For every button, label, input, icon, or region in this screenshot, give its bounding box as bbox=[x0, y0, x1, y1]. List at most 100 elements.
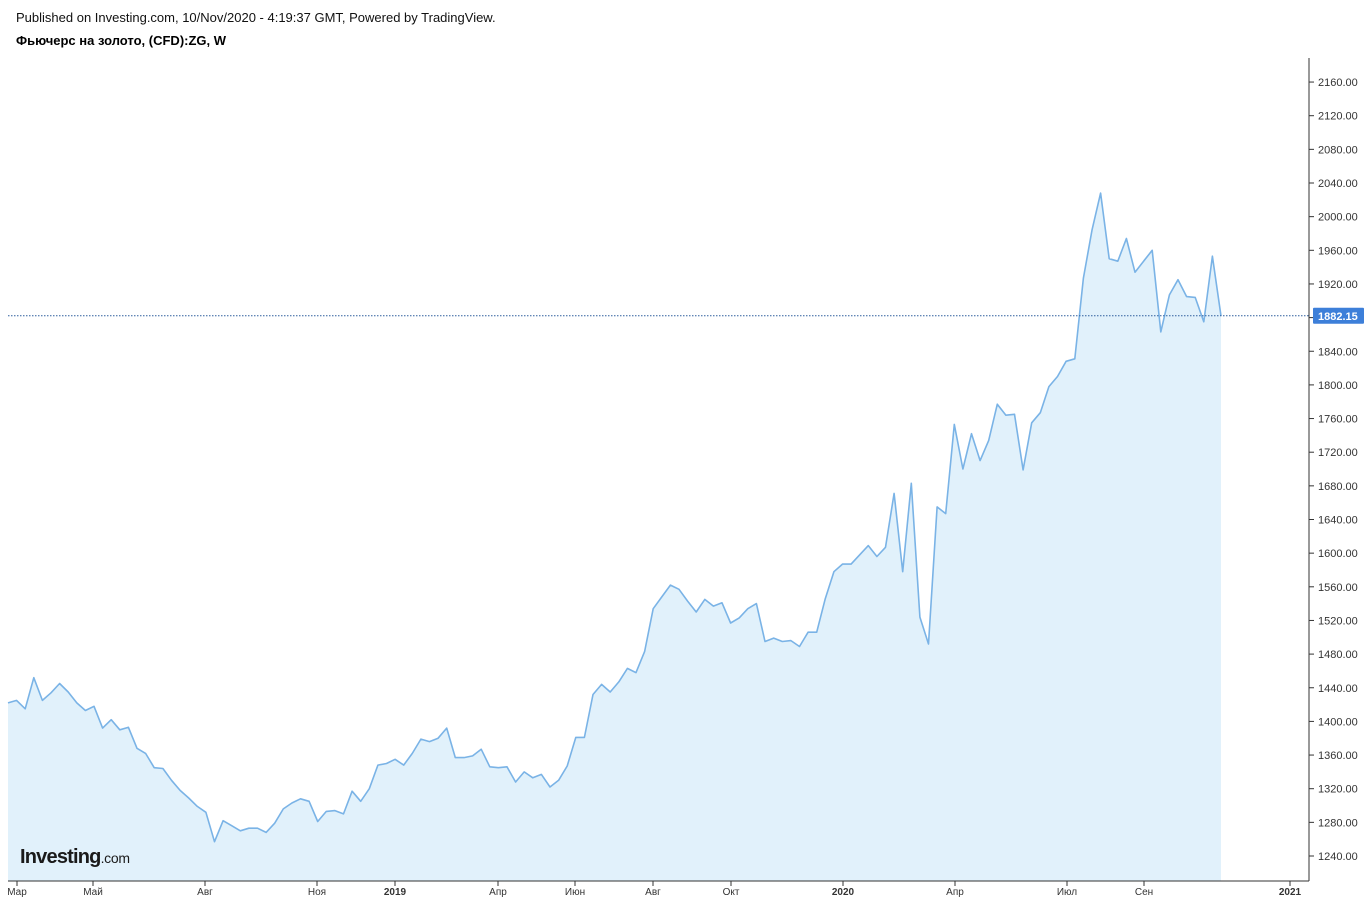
data-point bbox=[987, 439, 990, 442]
data-point bbox=[893, 492, 896, 495]
data-point bbox=[1030, 421, 1033, 424]
x-tick-label: Мар bbox=[7, 887, 27, 898]
data-point bbox=[58, 682, 61, 685]
data-point bbox=[471, 754, 474, 757]
data-point bbox=[592, 693, 595, 696]
data-point bbox=[333, 809, 336, 812]
data-point bbox=[93, 705, 96, 708]
data-point bbox=[549, 786, 552, 789]
data-point bbox=[376, 764, 379, 767]
data-point bbox=[282, 807, 285, 810]
y-tick-label: 1280.00 bbox=[1318, 817, 1358, 829]
data-point bbox=[454, 756, 457, 759]
x-tick-label: Апр bbox=[946, 887, 964, 898]
data-point bbox=[402, 764, 405, 767]
data-point bbox=[1177, 278, 1180, 281]
data-point bbox=[712, 605, 715, 608]
data-point bbox=[342, 812, 345, 815]
y-tick-label: 1560.00 bbox=[1318, 582, 1358, 594]
data-point bbox=[247, 827, 250, 830]
data-point bbox=[875, 555, 878, 558]
data-point bbox=[944, 512, 947, 515]
data-point bbox=[867, 544, 870, 547]
x-tick-label: 2019 bbox=[384, 887, 407, 898]
data-point bbox=[652, 607, 655, 610]
data-point bbox=[686, 600, 689, 603]
data-point bbox=[1202, 320, 1205, 323]
x-tick-label: Авг bbox=[645, 887, 661, 898]
data-point bbox=[755, 602, 758, 605]
data-point bbox=[746, 607, 749, 610]
y-tick-label: 1360.00 bbox=[1318, 750, 1358, 762]
last-price-label: 1882.15 bbox=[1318, 311, 1358, 323]
data-point bbox=[979, 459, 982, 462]
y-tick-label: 1320.00 bbox=[1318, 784, 1358, 796]
data-point bbox=[609, 691, 612, 694]
data-point bbox=[170, 779, 173, 782]
data-point bbox=[118, 728, 121, 731]
data-point bbox=[832, 570, 835, 573]
x-tick-label: Окт bbox=[723, 887, 740, 898]
y-tick-label: 1720.00 bbox=[1318, 447, 1358, 459]
data-point bbox=[772, 637, 775, 640]
data-point bbox=[729, 622, 732, 625]
data-point bbox=[204, 811, 207, 814]
investing-logo: Investing.com bbox=[20, 846, 130, 869]
data-point bbox=[1168, 293, 1171, 296]
y-tick-label: 1240.00 bbox=[1318, 851, 1358, 863]
data-point bbox=[411, 752, 414, 755]
y-tick-label: 1520.00 bbox=[1318, 615, 1358, 627]
data-point bbox=[850, 563, 853, 566]
data-point bbox=[600, 683, 603, 686]
data-point bbox=[230, 824, 233, 827]
logo-suffix: .com bbox=[100, 850, 130, 866]
data-point bbox=[256, 827, 259, 830]
data-point bbox=[1142, 260, 1145, 263]
data-point bbox=[824, 597, 827, 600]
data-point bbox=[557, 779, 560, 782]
y-tick-label: 2040.00 bbox=[1318, 178, 1358, 190]
data-point bbox=[437, 737, 440, 740]
data-point bbox=[1211, 255, 1214, 258]
data-point bbox=[531, 776, 534, 779]
published-note: Published on Investing.com, 10/Nov/2020 … bbox=[16, 10, 496, 25]
data-point bbox=[643, 650, 646, 653]
data-point bbox=[669, 584, 672, 587]
data-point bbox=[445, 727, 448, 730]
data-point bbox=[222, 819, 225, 822]
data-point bbox=[1091, 229, 1094, 232]
y-tick-label: 1800.00 bbox=[1318, 380, 1358, 392]
data-point bbox=[1159, 330, 1162, 333]
data-point bbox=[936, 505, 939, 508]
data-point bbox=[626, 667, 629, 670]
y-tick-label: 1640.00 bbox=[1318, 515, 1358, 527]
data-point bbox=[523, 770, 526, 773]
data-point bbox=[781, 640, 784, 643]
data-point bbox=[110, 718, 113, 721]
y-tick-label: 1680.00 bbox=[1318, 481, 1358, 493]
data-point bbox=[841, 563, 844, 566]
data-point bbox=[815, 631, 818, 634]
last-price-layer: 1882.15 bbox=[8, 307, 1364, 324]
data-point bbox=[540, 773, 543, 776]
data-point bbox=[75, 701, 78, 704]
data-point bbox=[953, 423, 956, 426]
axis-layer: 1240.00 1280.00 1320.00 1360.00 1400.00 1440.… bbox=[7, 58, 1358, 898]
x-tick-label: Июн bbox=[565, 887, 585, 898]
x-tick-label: Июл bbox=[1057, 887, 1077, 898]
data-point bbox=[884, 546, 887, 549]
data-point bbox=[41, 699, 44, 702]
data-point bbox=[67, 691, 70, 694]
y-tick-label: 1440.00 bbox=[1318, 683, 1358, 695]
data-point bbox=[1082, 277, 1085, 280]
data-point bbox=[101, 727, 104, 730]
y-tick-label: 2080.00 bbox=[1318, 144, 1358, 156]
data-point bbox=[463, 756, 466, 759]
data-point bbox=[1004, 414, 1007, 417]
area-layer bbox=[7, 192, 1222, 882]
data-point bbox=[1125, 237, 1128, 240]
x-tick-label: Авг bbox=[197, 887, 213, 898]
data-point bbox=[497, 766, 500, 769]
data-point bbox=[32, 676, 35, 679]
